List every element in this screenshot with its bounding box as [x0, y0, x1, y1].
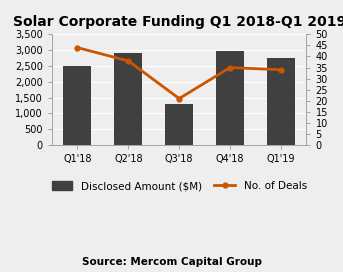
Bar: [267, 58, 295, 145]
Bar: [63, 66, 92, 145]
Legend: Disclosed Amount ($M), No. of Deals: Disclosed Amount ($M), No. of Deals: [51, 181, 307, 191]
Text: Source: Mercom Capital Group: Source: Mercom Capital Group: [82, 256, 261, 267]
Bar: [114, 53, 142, 145]
Title: Solar Corporate Funding Q1 2018-Q1 2019: Solar Corporate Funding Q1 2018-Q1 2019: [13, 15, 343, 29]
Bar: [165, 104, 193, 145]
Bar: [216, 51, 244, 145]
